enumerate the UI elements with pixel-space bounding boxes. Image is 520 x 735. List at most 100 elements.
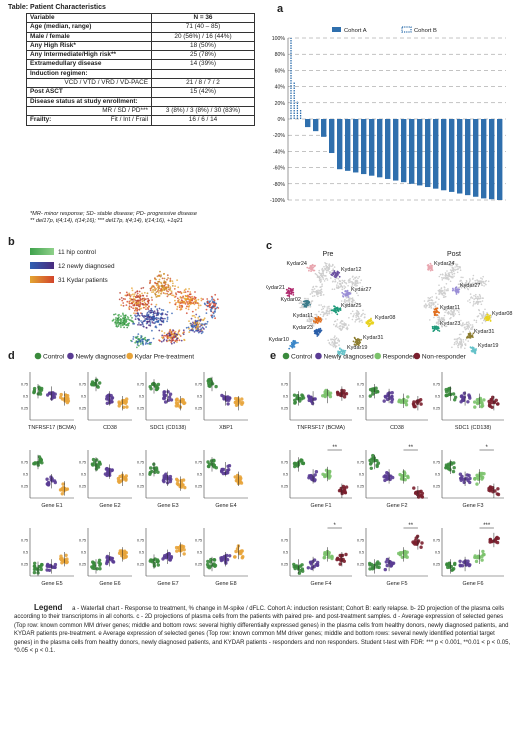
- background-cell: [318, 289, 321, 292]
- cell-point: [157, 294, 159, 297]
- table-cell-label: VCD / VTD / VRD / VD-PACE: [26, 78, 152, 89]
- background-cell: [450, 310, 452, 313]
- y-tick-label: 0.25: [137, 407, 144, 411]
- cell-point: [192, 321, 194, 324]
- cell-point: [194, 302, 197, 304]
- cell-point: [214, 307, 217, 310]
- table-cell-label: Male / female: [26, 31, 152, 42]
- background-cell: [352, 275, 354, 278]
- background-cell: [314, 313, 316, 316]
- bar-cohort-a: [385, 119, 391, 179]
- y-tick-label: 0.75: [281, 383, 288, 387]
- background-cell: [341, 279, 344, 282]
- background-cell: [444, 277, 446, 280]
- cluster-label-pre: Kydar10: [269, 337, 290, 343]
- cell-point: [134, 318, 137, 320]
- y-tick-label: 100%: [272, 36, 286, 42]
- cell-point: [208, 301, 211, 303]
- cluster-label-post: Kydar31: [474, 329, 495, 335]
- sample-point: [326, 473, 330, 477]
- sample-point: [415, 534, 420, 538]
- cluster-label-pre: Kydar11: [293, 313, 313, 319]
- background-cell: [451, 275, 453, 278]
- cluster-cell: [339, 351, 341, 354]
- cell-point: [206, 301, 209, 304]
- background-cell: [445, 309, 448, 312]
- background-cell: [346, 328, 349, 331]
- background-cell: [346, 304, 349, 306]
- cell-point: [150, 341, 153, 344]
- background-cell: [326, 265, 329, 268]
- y-tick-label: 0.25: [433, 563, 440, 567]
- cluster-cell: [344, 290, 347, 292]
- cell-point: [137, 300, 139, 302]
- cluster-cell: [339, 348, 341, 350]
- background-cell: [439, 273, 442, 276]
- cell-point: [193, 303, 196, 306]
- cell-point: [126, 300, 129, 303]
- sample-point: [375, 561, 379, 566]
- legend-dot: [34, 352, 42, 360]
- background-cell: [354, 301, 357, 304]
- background-cell: [468, 280, 471, 283]
- cluster-cell: [487, 318, 489, 320]
- background-cell: [322, 315, 324, 318]
- cluster-cell: [474, 350, 477, 353]
- gene-label: SDC1 (CD138): [150, 425, 186, 431]
- background-cell: [477, 282, 479, 285]
- background-cell: [351, 310, 354, 313]
- background-cell: [321, 291, 323, 293]
- background-cell: [452, 270, 455, 273]
- cell-point: [193, 298, 196, 301]
- background-cell: [430, 299, 433, 302]
- sample-point: [295, 397, 299, 401]
- y-tick-label: -20%: [273, 133, 285, 139]
- background-cell: [320, 292, 322, 295]
- background-cell: [460, 284, 463, 287]
- cell-point: [135, 299, 137, 302]
- sample-point: [374, 390, 378, 394]
- background-cell: [475, 302, 478, 304]
- cluster-cell: [286, 294, 289, 297]
- background-cell: [435, 296, 438, 298]
- cluster-cell: [455, 286, 458, 289]
- background-cell: [483, 285, 485, 287]
- background-cell: [319, 272, 321, 275]
- cell-point: [178, 298, 180, 301]
- y-tick-label: 0.25: [281, 485, 288, 489]
- cluster-cell: [429, 267, 432, 269]
- cell-point: [163, 287, 166, 289]
- sample-point: [478, 471, 482, 476]
- background-cell: [355, 276, 358, 278]
- cell-point: [174, 285, 177, 287]
- cluster-cell: [353, 343, 356, 346]
- cell-point: [130, 302, 133, 304]
- background-cell: [324, 267, 326, 270]
- bar-cohort-a: [361, 119, 367, 175]
- sample-point: [467, 563, 471, 568]
- background-cell: [354, 276, 356, 279]
- cell-point: [152, 313, 155, 316]
- cell-point: [183, 338, 186, 341]
- cell-point: [142, 294, 144, 297]
- cell-point: [156, 321, 158, 323]
- cluster-cell: [458, 288, 461, 291]
- background-cell: [350, 303, 353, 305]
- cluster-cell: [342, 293, 345, 295]
- sample-point: [236, 397, 240, 401]
- cell-point: [153, 318, 155, 321]
- cell-point: [170, 333, 173, 336]
- table-row: Post ASCT 15 (42%): [26, 87, 255, 98]
- cell-point: [134, 309, 136, 312]
- background-cell: [307, 297, 309, 300]
- subplot-title-post: Post: [447, 251, 461, 258]
- legend-cohort-a: Cohort A: [344, 28, 367, 34]
- cluster-cell: [308, 267, 311, 269]
- y-tick-label: 0.25: [357, 563, 364, 567]
- background-cell: [357, 294, 359, 297]
- sample-point: [38, 392, 43, 396]
- background-cell: [325, 318, 327, 320]
- sample-point: [420, 541, 424, 545]
